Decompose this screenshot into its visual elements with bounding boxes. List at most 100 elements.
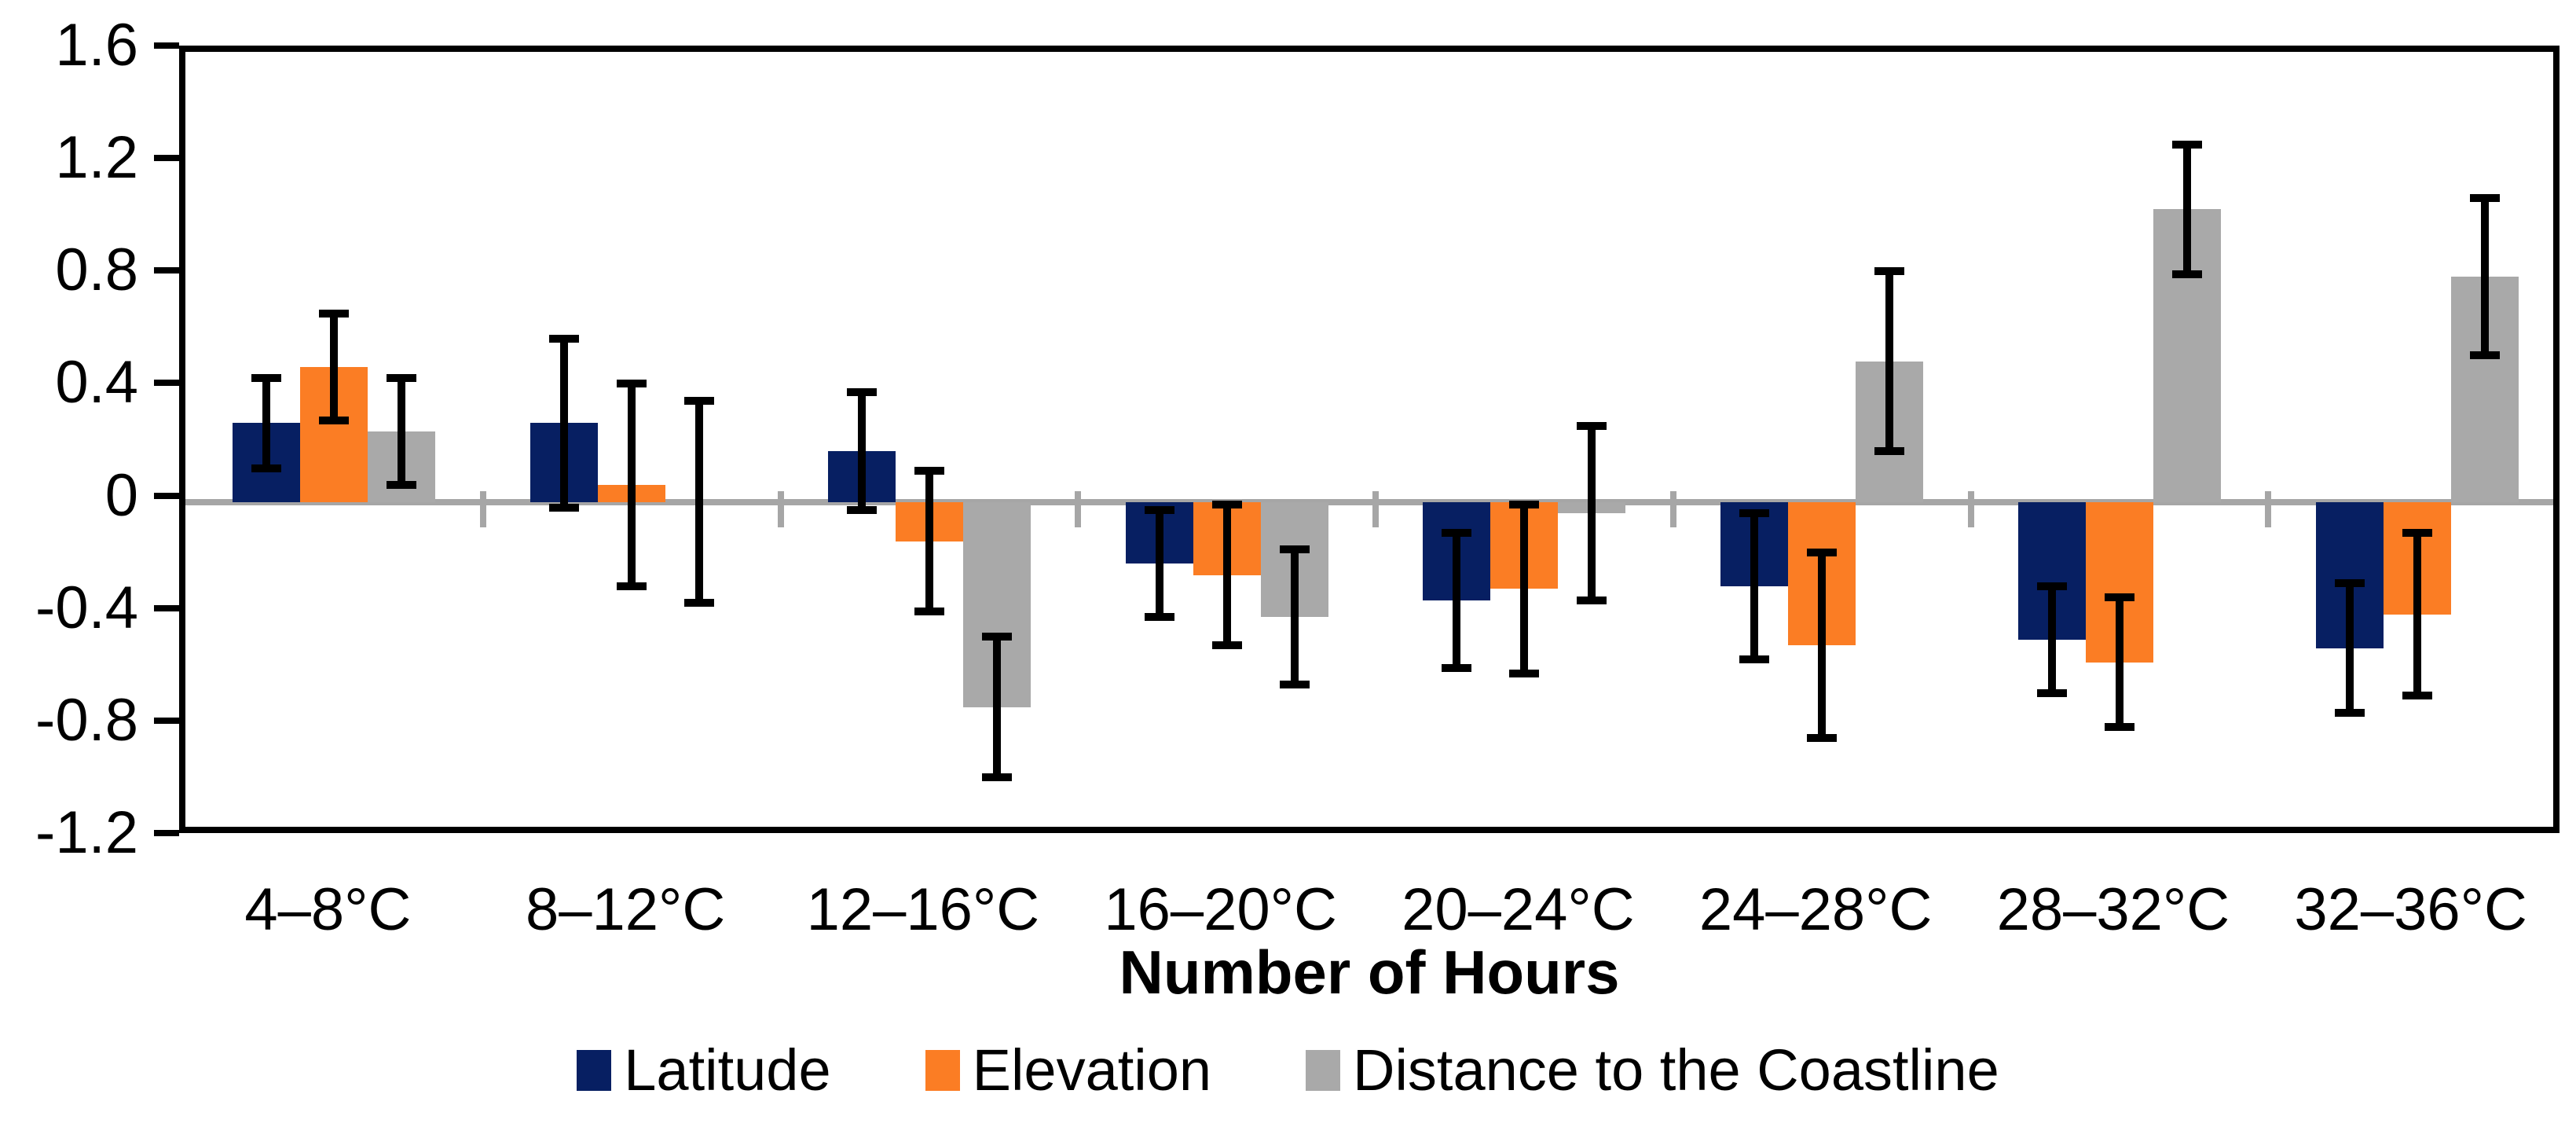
error-bar-distance-to-the-coastline — [2480, 198, 2489, 356]
error-bar-elevation — [2115, 597, 2123, 727]
error-bar-distance-to-the-coastline — [695, 400, 704, 604]
y-axis-tick-label: -0.4 — [35, 574, 138, 641]
legend-item-latitude: Latitude — [577, 1037, 831, 1103]
chart-legend: Latitude Elevation Distance to the Coastli… — [0, 1031, 2576, 1110]
error-bar-cap — [684, 396, 715, 405]
error-bar-cap — [2104, 593, 2134, 602]
error-bar-latitude — [262, 378, 271, 468]
error-bar-cap — [2171, 270, 2202, 278]
legend-key-swatch — [925, 1050, 960, 1091]
error-bar-elevation — [628, 384, 636, 586]
y-axis-tick-label: -0.8 — [35, 686, 138, 754]
x-axis-category-label: 16–20°C — [1104, 876, 1337, 943]
y-axis-tick — [154, 830, 179, 836]
error-bar-cap — [2104, 722, 2134, 731]
y-axis-tick — [154, 380, 179, 387]
x-axis-category-label: 12–16°C — [806, 876, 1040, 943]
error-bar-latitude — [1453, 532, 1461, 668]
x-axis-tick — [777, 490, 784, 527]
x-axis-category-label: 32–36°C — [2294, 876, 2527, 943]
legend-label: Distance to the Coastline — [1353, 1037, 1999, 1103]
error-bar-cap — [251, 464, 282, 472]
error-bar-cap — [1442, 528, 1472, 537]
zero-gridline — [185, 498, 2553, 505]
error-bar-cap — [914, 467, 944, 475]
y-axis-tick-label: 1.6 — [55, 12, 138, 79]
error-bar-elevation — [925, 471, 933, 612]
error-bar-latitude — [560, 339, 569, 508]
error-bar-latitude — [2345, 583, 2354, 713]
x-axis-category-label: 20–24°C — [1402, 876, 1635, 943]
error-bar-cap — [1442, 663, 1472, 672]
error-bar-distance-to-the-coastline — [1290, 549, 1299, 685]
error-bar-cap — [1739, 655, 1770, 663]
error-bar-cap — [617, 582, 647, 590]
error-bar-cap — [319, 309, 350, 318]
x-axis-category-label: 28–32°C — [1996, 876, 2230, 943]
x-axis-category-label: 8–12°C — [525, 876, 726, 943]
error-bar-cap — [1279, 681, 1310, 689]
error-bar-distance-to-the-coastline — [1885, 271, 1894, 452]
error-bar-latitude — [2047, 586, 2056, 693]
x-axis-tick — [1075, 490, 1082, 527]
legend-item-elevation: Elevation — [925, 1041, 1211, 1099]
error-bar-cap — [1739, 508, 1770, 517]
x-axis-title: Number of Hours — [1119, 938, 1620, 1007]
error-bar-cap — [981, 633, 1012, 641]
error-bar-cap — [617, 380, 647, 388]
error-bar-cap — [2402, 528, 2432, 537]
x-axis-tick — [479, 490, 486, 527]
x-axis-tick — [1669, 490, 1676, 527]
error-bar-distance-to-the-coastline — [1588, 425, 1596, 600]
error-bar-cap — [684, 599, 715, 608]
x-axis-category-label: 4–8°C — [244, 876, 412, 943]
error-bar-cap — [1577, 421, 1607, 430]
error-bar-cap — [2036, 688, 2067, 697]
error-bar-elevation — [330, 313, 339, 420]
error-bar-latitude — [857, 392, 866, 511]
error-bar-elevation — [1520, 505, 1529, 674]
y-axis-tick — [154, 492, 179, 499]
y-axis-tick-label: 0.8 — [55, 237, 138, 304]
error-bar-cap — [387, 481, 417, 490]
error-bar-cap — [549, 335, 580, 343]
error-bar-latitude — [1155, 510, 1163, 618]
x-axis-tick — [2265, 490, 2272, 527]
error-bar-cap — [1509, 501, 1540, 509]
error-bar-cap — [1211, 501, 1242, 509]
legend-label: Elevation — [972, 1037, 1212, 1103]
x-axis-category-label: 24–28°C — [1698, 876, 1933, 943]
error-bar-elevation — [1818, 552, 1827, 739]
error-bar-cap — [2171, 141, 2202, 149]
error-bar-cap — [914, 608, 944, 616]
error-bar-cap — [981, 773, 1012, 782]
error-bar-cap — [846, 388, 877, 396]
y-axis-tick-label: -1.2 — [35, 799, 138, 866]
error-bar-cap — [1144, 506, 1174, 515]
error-bar-latitude — [1750, 512, 1759, 659]
y-axis-tick — [154, 42, 179, 49]
error-bar-cap — [251, 374, 282, 383]
error-bar-cap — [1807, 734, 1838, 743]
error-bar-cap — [1807, 548, 1838, 556]
error-bar-cap — [1144, 613, 1174, 622]
error-bar-cap — [2469, 194, 2500, 203]
legend-key-swatch — [577, 1050, 612, 1091]
error-bar-cap — [2469, 351, 2500, 360]
y-axis-tick-label: 0.4 — [55, 349, 138, 417]
error-bar-cap — [2334, 579, 2365, 588]
legend-label: Latitude — [624, 1037, 831, 1103]
error-bar-cap — [1279, 545, 1310, 554]
y-axis-tick — [154, 267, 179, 274]
y-axis-tick — [154, 155, 179, 162]
error-bar-cap — [1509, 669, 1540, 677]
error-bar-distance-to-the-coastline — [398, 378, 406, 486]
legend-item-distance-to-the-coastline: Distance to the Coastline — [1306, 1041, 1999, 1099]
error-bar-cap — [846, 506, 877, 515]
y-axis-tick — [154, 604, 179, 611]
error-bar-cap — [2402, 692, 2432, 700]
legend-key-swatch — [1306, 1050, 1341, 1091]
y-axis-tick-label: 0 — [104, 461, 138, 529]
error-bar-cap — [2036, 582, 2067, 590]
